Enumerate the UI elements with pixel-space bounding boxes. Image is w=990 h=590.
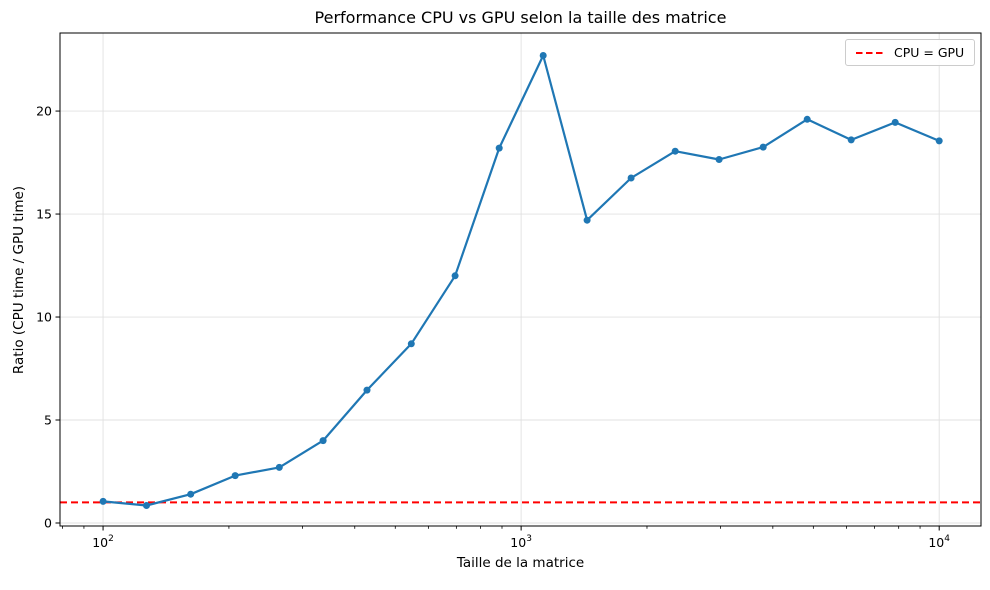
- y-axis-label: Ratio (CPU time / GPU time): [11, 185, 27, 375]
- legend-dash-sample: [856, 51, 885, 54]
- data-point-marker: [935, 137, 943, 145]
- y-tick-label: 10: [36, 310, 52, 325]
- data-point-marker: [363, 386, 371, 394]
- data-point-marker: [99, 497, 107, 505]
- data-point-marker: [451, 272, 459, 280]
- y-tick-labels: 0 5 10 15 20: [36, 104, 52, 531]
- series-path: [101, 54, 941, 507]
- data-point-marker: [891, 118, 899, 126]
- y-tick-label: 20: [36, 104, 52, 119]
- y-ticks: [55, 110, 60, 524]
- data-point-marker: [847, 136, 855, 144]
- x-tick-label: 102: [92, 534, 114, 550]
- data-point-marker: [275, 463, 283, 471]
- data-point-marker: [803, 115, 811, 123]
- data-point-marker: [671, 147, 679, 155]
- data-point-marker: [759, 143, 767, 151]
- data-point-marker: [715, 156, 723, 163]
- data-point-marker: [627, 174, 635, 182]
- x-ticks: [62, 526, 940, 531]
- grid: [60, 33, 981, 526]
- y-tick-label: 0: [44, 515, 52, 530]
- data-point-marker: [539, 52, 547, 59]
- plot-border: [59, 32, 982, 527]
- chart-title: Performance CPU vs GPU selon la taille d…: [314, 8, 727, 27]
- data-point-marker: [319, 437, 327, 445]
- y-tick-label: 15: [36, 207, 52, 222]
- data-point-marker: [407, 340, 415, 348]
- data-point-marker: [143, 502, 150, 509]
- x-tick-label: 103: [510, 534, 532, 550]
- series-markers: [99, 52, 943, 509]
- y-tick-label: 5: [44, 413, 52, 428]
- data-point-marker: [583, 216, 591, 224]
- x-axis-label: Taille de la matrice: [456, 555, 585, 571]
- legend: CPU = GPU: [845, 39, 975, 66]
- series-line: [101, 54, 941, 507]
- data-point-marker: [495, 144, 503, 152]
- data-point-marker: [231, 472, 239, 480]
- legend-label: CPU = GPU: [894, 45, 965, 60]
- data-point-marker: [187, 490, 195, 498]
- x-tick-label: 104: [928, 534, 950, 550]
- x-tick-labels: 102 103 104: [92, 534, 950, 550]
